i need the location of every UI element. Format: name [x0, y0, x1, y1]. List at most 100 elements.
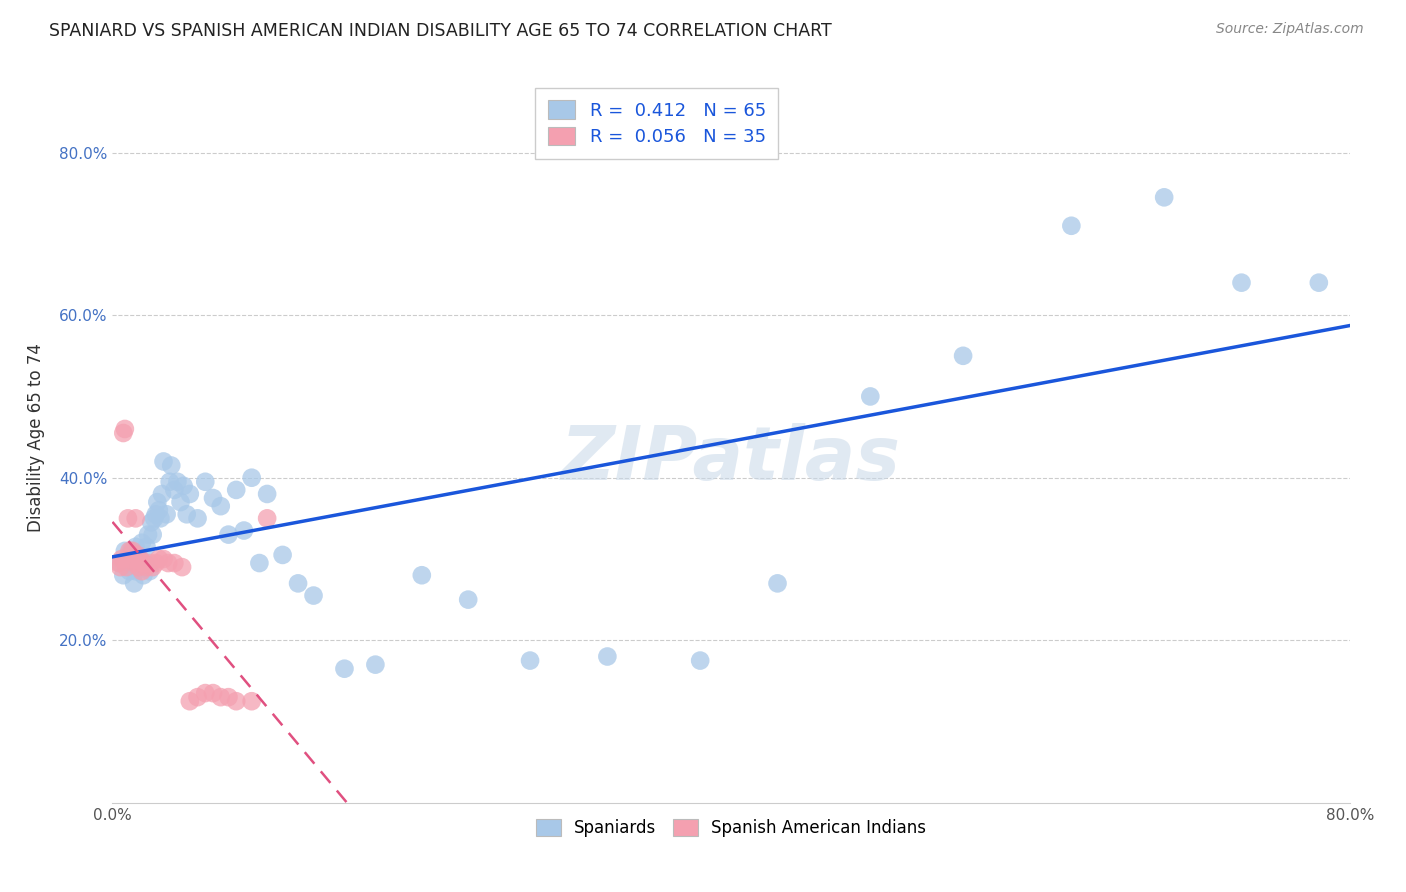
Point	[121, 556, 143, 570]
Point	[333, 662, 356, 676]
Point	[138, 556, 160, 570]
Point	[146, 495, 169, 509]
Point	[859, 389, 882, 403]
Point	[145, 508, 167, 522]
Point	[194, 475, 217, 489]
Legend: Spaniards, Spanish American Indians: Spaniards, Spanish American Indians	[527, 811, 935, 846]
Y-axis label: Disability Age 65 to 74: Disability Age 65 to 74	[27, 343, 45, 532]
Point	[247, 556, 270, 570]
Text: ZIPatlas: ZIPatlas	[561, 423, 901, 496]
Point	[134, 556, 156, 570]
Point	[186, 511, 209, 525]
Point	[110, 560, 132, 574]
Point	[131, 535, 153, 549]
Point	[217, 527, 239, 541]
Point	[1230, 276, 1253, 290]
Point	[225, 483, 247, 497]
Point	[173, 479, 195, 493]
Point	[120, 552, 142, 566]
Point	[202, 686, 225, 700]
Point	[136, 527, 159, 541]
Point	[120, 544, 142, 558]
Point	[519, 654, 541, 668]
Point	[145, 556, 167, 570]
Point	[256, 487, 278, 501]
Point	[952, 349, 974, 363]
Point	[209, 499, 232, 513]
Point	[1060, 219, 1083, 233]
Point	[132, 556, 155, 570]
Point	[364, 657, 387, 672]
Point	[135, 560, 157, 574]
Point	[117, 511, 139, 525]
Point	[172, 560, 194, 574]
Point	[121, 544, 143, 558]
Point	[596, 649, 619, 664]
Point	[1308, 276, 1330, 290]
Point	[1153, 190, 1175, 204]
Point	[256, 511, 278, 525]
Point	[159, 475, 181, 489]
Point	[124, 564, 148, 578]
Point	[240, 471, 263, 485]
Point	[411, 568, 433, 582]
Point	[110, 556, 132, 570]
Point	[112, 568, 135, 582]
Point	[111, 552, 134, 566]
Point	[225, 694, 247, 708]
Point	[115, 560, 138, 574]
Point	[169, 495, 191, 509]
Point	[138, 564, 160, 578]
Point	[142, 527, 165, 541]
Point	[141, 516, 163, 530]
Point	[148, 503, 170, 517]
Point	[152, 552, 174, 566]
Point	[124, 540, 148, 554]
Point	[107, 556, 129, 570]
Point	[122, 576, 145, 591]
Text: SPANIARD VS SPANISH AMERICAN INDIAN DISABILITY AGE 65 TO 74 CORRELATION CHART: SPANIARD VS SPANISH AMERICAN INDIAN DISA…	[49, 22, 832, 40]
Point	[132, 568, 155, 582]
Point	[135, 540, 157, 554]
Point	[112, 425, 135, 440]
Point	[209, 690, 232, 705]
Point	[457, 592, 479, 607]
Point	[122, 556, 145, 570]
Point	[689, 654, 711, 668]
Point	[129, 556, 152, 570]
Point	[287, 576, 309, 591]
Point	[166, 475, 188, 489]
Point	[128, 560, 150, 574]
Point	[117, 552, 139, 566]
Point	[114, 422, 136, 436]
Point	[150, 487, 173, 501]
Point	[202, 491, 225, 505]
Point	[240, 694, 263, 708]
Point	[160, 458, 183, 473]
Point	[179, 694, 201, 708]
Point	[142, 560, 165, 574]
Point	[149, 511, 172, 525]
Point	[129, 552, 152, 566]
Point	[271, 548, 294, 562]
Point	[152, 454, 174, 468]
Point	[302, 589, 325, 603]
Point	[127, 548, 149, 562]
Point	[233, 524, 256, 538]
Point	[114, 544, 136, 558]
Point	[157, 556, 180, 570]
Point	[186, 690, 209, 705]
Point	[163, 483, 186, 497]
Point	[118, 544, 141, 558]
Point	[217, 690, 239, 705]
Point	[131, 564, 153, 578]
Point	[148, 552, 170, 566]
Point	[179, 487, 201, 501]
Text: Source: ZipAtlas.com: Source: ZipAtlas.com	[1216, 22, 1364, 37]
Point	[143, 511, 166, 525]
Point	[155, 508, 177, 522]
Point	[176, 508, 198, 522]
Point	[766, 576, 789, 591]
Point	[194, 686, 217, 700]
Point	[115, 556, 138, 570]
